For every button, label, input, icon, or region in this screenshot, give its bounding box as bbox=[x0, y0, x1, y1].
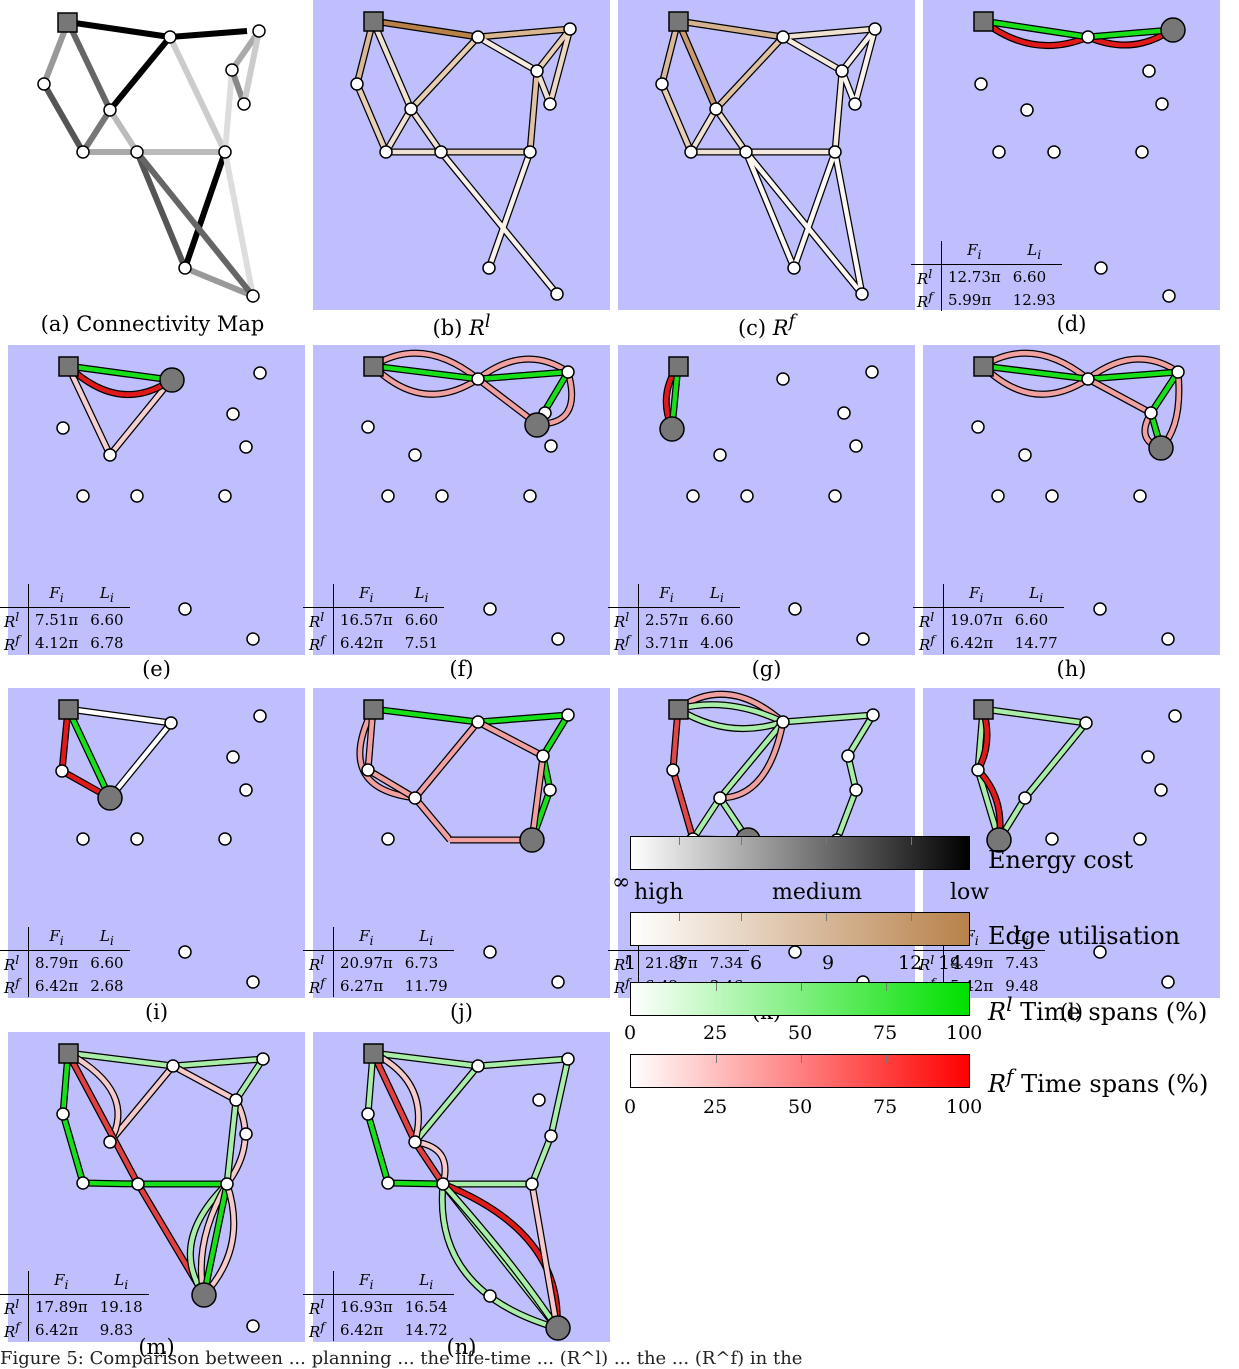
panel-i-graph bbox=[8, 688, 305, 998]
connectivity-map-graph bbox=[37, 12, 266, 303]
panel-m-caption: (m) bbox=[138, 1335, 175, 1359]
rf-time-spans-label: Rf Time spans (%) bbox=[988, 1064, 1209, 1098]
panel-j-caption: (j) bbox=[450, 1000, 473, 1024]
panel-d-stats: Fi Li Rl 12.73π 6.60 Rf 5.99π 12.93 bbox=[911, 241, 1062, 311]
panel-m-graph bbox=[8, 1032, 305, 1342]
rl-tick-0: 0 bbox=[624, 1022, 637, 1044]
panel-e-caption: (e) bbox=[142, 657, 171, 681]
energy-tick-low: low bbox=[950, 880, 990, 905]
energy-tick-medium: medium bbox=[772, 880, 863, 905]
energy-cost-label: Energy cost bbox=[988, 846, 1134, 874]
edge-utilisation-label: Edge utilisation bbox=[988, 922, 1181, 950]
panel-g: Fi Li Rl 2.57π 6.60 Rf 3.71π 4.06 (g) bbox=[608, 345, 915, 681]
rl-time-spans-colorbar bbox=[630, 982, 970, 1016]
panel-g-stats: Fi Li Rl 2.57π 6.60 Rf 3.71π 4.06 bbox=[608, 584, 740, 654]
rf-tick-25: 25 bbox=[703, 1096, 728, 1118]
panel-f-stats: Fi Li Rl 16.57π 6.60 Rf 6.42π 7.51 bbox=[303, 584, 445, 654]
rf-tick-50: 50 bbox=[788, 1096, 813, 1118]
utilisation-tick-1: 1 bbox=[624, 952, 637, 974]
rf-time-spans-colorbar bbox=[630, 1054, 970, 1088]
panel-h-caption: (h) bbox=[1056, 657, 1087, 681]
energy-tick-high: high bbox=[634, 880, 684, 905]
panel-j-graph bbox=[313, 688, 610, 998]
panel-d: Fi Li Rl 12.73π 6.60 Rf 5.99π 12.93 (d) bbox=[911, 0, 1220, 336]
rf-tick-100: 100 bbox=[946, 1096, 983, 1118]
panel-n-stats: Fi Li Rl 16.93π 16.54 Rf 6.42π 14.72 bbox=[303, 1271, 454, 1341]
panel-i-stats: Fi Li Rl 8.79π 6.60 Rf 6.42π 2.68 bbox=[0, 927, 130, 997]
panel-i: Fi Li Rl 8.79π 6.60 Rf 6.42π 2.68 (i) bbox=[0, 688, 305, 1024]
panel-a: (a) Connectivity Map bbox=[0, 0, 305, 336]
panel-f-graph bbox=[313, 345, 610, 655]
panel-b-caption: (b) Rl bbox=[432, 312, 491, 340]
panel-a-caption: (a) Connectivity Map bbox=[40, 312, 265, 336]
panel-i-caption: (i) bbox=[144, 1000, 169, 1024]
panel-d-graph bbox=[923, 0, 1220, 310]
rl-tick-50: 50 bbox=[788, 1022, 813, 1044]
panel-n: Fi Li Rl 16.93π 16.54 Rf 6.42π 14.72 (n) bbox=[303, 1032, 610, 1359]
energy-cost-colorbar bbox=[630, 836, 970, 870]
panel-e: Fi Li Rl 7.51π 6.60 Rf 4.12π 6.78 (e) bbox=[0, 345, 305, 681]
rf-tick-0: 0 bbox=[624, 1096, 637, 1118]
color-legend: Energy cost ∞ high medium low Edge utili… bbox=[610, 832, 1230, 1322]
panel-m: Fi Li Rl 17.89π 19.18 Rf 6.42π 9.83 (m) bbox=[0, 1032, 305, 1359]
panel-g-caption: (g) bbox=[751, 657, 782, 681]
panel-j: Fi Li Rl 20.97π 6.73 Rf 6.27π 11.79 (j) bbox=[303, 688, 610, 1024]
panel-h-graph bbox=[923, 345, 1220, 655]
panel-e-graph bbox=[8, 345, 305, 655]
panel-f-caption: (f) bbox=[449, 657, 474, 681]
rf-tick-75: 75 bbox=[873, 1096, 898, 1118]
energy-tick-inf: ∞ bbox=[612, 870, 631, 895]
figure-caption-partial: Figure 5: Comparison between ... plannin… bbox=[0, 1348, 803, 1369]
panel-l-caption: (l) bbox=[1059, 1000, 1084, 1024]
panel-e-stats: Fi Li Rl 7.51π 6.60 Rf 4.12π 6.78 bbox=[0, 584, 130, 654]
rl-time-spans-label: Rl Time spans (%) bbox=[988, 992, 1208, 1026]
panel-h-stats: Fi Li Rl 19.07π 6.60 Rf 6.42π 14.77 bbox=[913, 584, 1064, 654]
rl-tick-75: 75 bbox=[873, 1022, 898, 1044]
utilisation-tick-9: 9 bbox=[822, 952, 835, 974]
panel-c: (c) Rf bbox=[618, 0, 915, 340]
panel-n-caption: (n) bbox=[446, 1335, 477, 1359]
edge-utilisation-colorbar bbox=[630, 912, 970, 946]
utilisation-tick-6: 6 bbox=[750, 952, 763, 974]
panel-d-caption: (d) bbox=[1056, 312, 1087, 336]
panel-h: Fi Li Rl 19.07π 6.60 Rf 6.42π 14.77 (h) bbox=[913, 345, 1220, 681]
panel-b-graph bbox=[313, 0, 610, 310]
panel-j-stats: Fi Li Rl 20.97π 6.73 Rf 6.27π 11.79 bbox=[303, 927, 454, 997]
panel-l-graph bbox=[923, 688, 1220, 998]
rl-tick-25: 25 bbox=[703, 1022, 728, 1044]
panel-f: Fi Li Rl 16.57π 6.60 Rf 6.42π 7.51 (f) bbox=[303, 345, 610, 681]
rl-tick-100: 100 bbox=[946, 1022, 983, 1044]
utilisation-tick-14: 14 bbox=[938, 952, 963, 974]
panel-c-graph bbox=[618, 0, 915, 310]
panel-m-stats: Fi Li Rl 17.89π 19.18 Rf 6.42π 9.83 bbox=[0, 1271, 149, 1341]
utilisation-tick-3: 3 bbox=[673, 952, 686, 974]
panel-c-caption: (c) Rf bbox=[737, 312, 796, 340]
utilisation-tick-12: 12 bbox=[898, 952, 923, 974]
panel-b: (b) Rl bbox=[313, 0, 610, 340]
panel-g-graph bbox=[618, 345, 915, 655]
panel-n-graph bbox=[313, 1032, 610, 1342]
